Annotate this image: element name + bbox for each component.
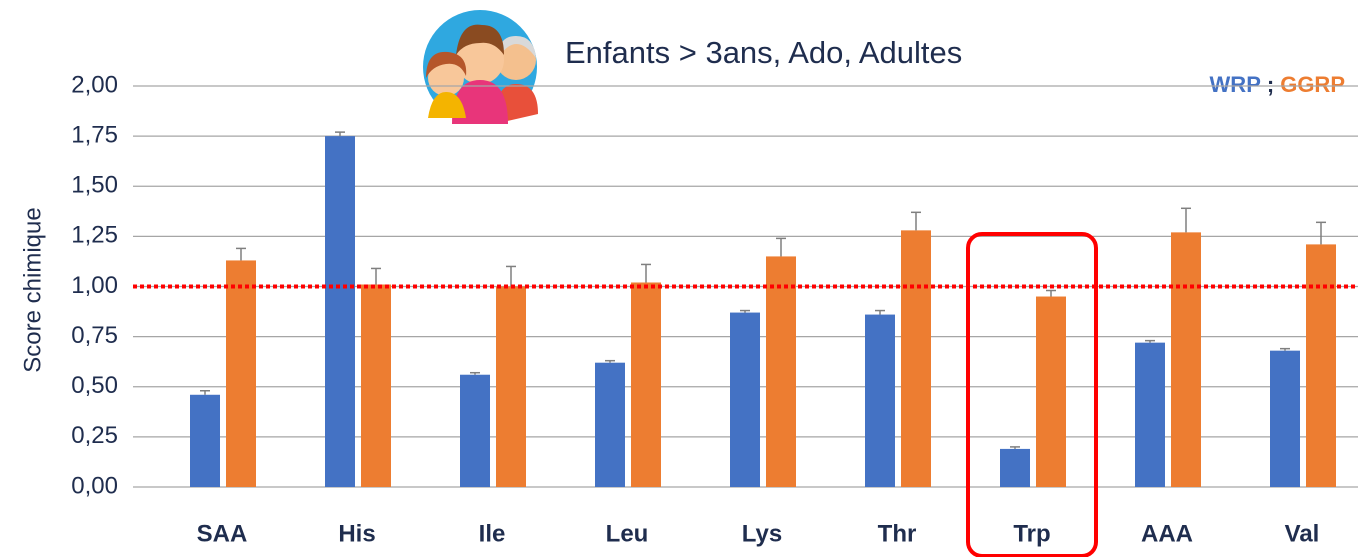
error-bar (605, 361, 615, 363)
bar (1306, 244, 1336, 487)
x-tick-label: Trp (1013, 520, 1050, 547)
error-bar (641, 264, 651, 282)
bar (1036, 297, 1066, 487)
error-bar (1280, 349, 1290, 351)
bar (226, 260, 256, 487)
x-tick-label: Ile (479, 520, 506, 547)
error-bar (236, 248, 246, 260)
error-bar (470, 373, 480, 375)
error-bar (371, 268, 381, 284)
bar (496, 287, 526, 488)
x-tick-label: Lys (742, 520, 782, 547)
y-tick-label: 2,00 (71, 71, 118, 98)
bar (631, 282, 661, 487)
x-tick-label: Thr (878, 520, 917, 547)
error-bar (740, 311, 750, 313)
bar (901, 230, 931, 487)
bar (865, 315, 895, 487)
error-bar (1046, 291, 1056, 297)
error-bar (200, 391, 210, 395)
x-tick-label: Val (1285, 520, 1320, 547)
bar (325, 136, 355, 487)
bar (460, 375, 490, 487)
legend-separator: ; (1267, 72, 1274, 97)
bar (1270, 351, 1300, 487)
error-bar (1145, 341, 1155, 343)
error-bar (1181, 208, 1191, 232)
y-tick-label: 1,50 (71, 172, 118, 199)
error-bar (911, 212, 921, 230)
y-tick-label: 0,50 (71, 372, 118, 399)
x-tick-label: His (338, 520, 375, 547)
bar (1135, 343, 1165, 487)
bar (766, 256, 796, 487)
x-tick-label: AAA (1141, 520, 1193, 547)
legend: WRP;GGRP (1210, 72, 1345, 97)
bar (595, 363, 625, 487)
y-tick-label: 1,75 (71, 121, 118, 148)
bar (190, 395, 220, 487)
error-bar (875, 311, 885, 315)
error-bar (335, 132, 345, 136)
bar (361, 284, 391, 487)
y-tick-label: 0,75 (71, 322, 118, 349)
y-tick-label: 0,25 (71, 422, 118, 449)
error-bar (506, 266, 516, 286)
icon (423, 10, 538, 124)
error-bar (1010, 447, 1020, 449)
legend-entry: WRP (1210, 72, 1261, 97)
y-tick-label: 0,00 (71, 472, 118, 499)
x-tick-label: SAA (197, 520, 248, 547)
y-tick-label: 1,00 (71, 272, 118, 299)
x-tick-label: Leu (606, 520, 649, 547)
bar (1171, 232, 1201, 487)
highlight-box (968, 234, 1096, 556)
chart: Enfants > 3ans, Ado, Adultes Score chimi… (0, 0, 1358, 557)
y-tick-label: 1,25 (71, 222, 118, 249)
error-bar (776, 238, 786, 256)
chart-title: Enfants > 3ans, Ado, Adultes (565, 35, 962, 70)
bar (730, 313, 760, 487)
bar (1000, 449, 1030, 487)
error-bar (1316, 222, 1326, 244)
legend-entry: GGRP (1280, 72, 1345, 97)
y-axis-label: Score chimique (19, 207, 46, 372)
